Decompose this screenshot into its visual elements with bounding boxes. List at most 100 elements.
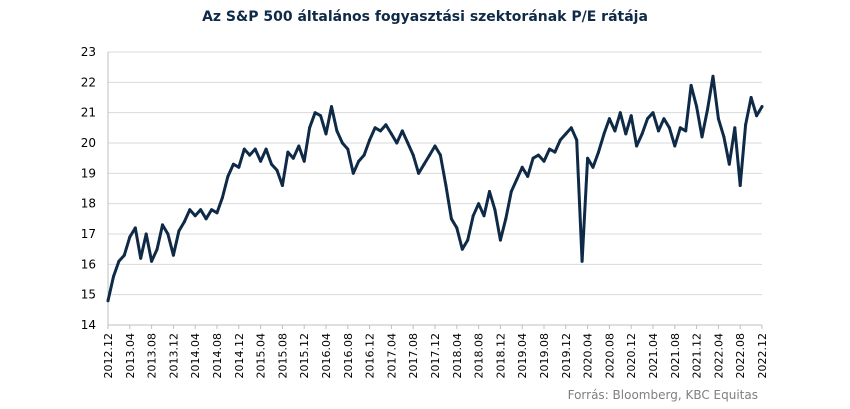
x-tick-label: 2020.12 <box>625 333 638 379</box>
data-point <box>716 117 720 121</box>
x-tick-label: 2022.04 <box>712 333 725 379</box>
x-tick-label: 2021.04 <box>647 333 660 379</box>
data-point <box>335 129 339 133</box>
data-point <box>428 153 432 157</box>
series-group <box>106 74 764 303</box>
data-point <box>657 129 660 133</box>
data-point <box>210 208 214 212</box>
data-point <box>738 184 742 187</box>
x-tick-label: 2020.04 <box>582 333 595 379</box>
data-point <box>526 174 530 178</box>
data-point <box>351 171 355 175</box>
x-tick-label: 2015.12 <box>298 333 311 379</box>
data-point <box>161 223 164 227</box>
data-point <box>438 153 442 157</box>
y-tick-label: 16 <box>81 257 96 271</box>
data-point <box>591 165 595 169</box>
data-point <box>711 74 715 78</box>
data-point <box>400 129 404 133</box>
data-point <box>106 299 110 303</box>
data-point <box>308 126 312 130</box>
data-point <box>215 211 219 215</box>
data-point <box>760 105 764 109</box>
data-point <box>319 114 323 118</box>
data-point <box>700 135 704 139</box>
data-point <box>112 275 115 278</box>
data-point <box>330 105 333 109</box>
data-point <box>586 156 590 160</box>
data-point <box>155 247 159 251</box>
data-point <box>204 217 208 221</box>
x-tick-label: 2019.08 <box>538 333 551 379</box>
data-point <box>498 238 502 242</box>
data-point <box>275 168 279 172</box>
data-point <box>144 232 148 236</box>
data-point <box>182 220 186 224</box>
data-point <box>199 208 203 212</box>
x-tick-label: 2022.12 <box>756 333 769 379</box>
data-point <box>166 232 170 236</box>
data-point <box>695 105 699 109</box>
data-point <box>433 144 437 148</box>
data-point <box>684 129 688 133</box>
x-tick-label: 2014.12 <box>233 333 246 379</box>
y-tick-label: 23 <box>81 45 96 59</box>
data-point <box>324 132 328 136</box>
y-tick-labels: 14 15 16 17 18 19 20 21 22 23 <box>81 45 96 332</box>
data-point <box>602 132 606 136</box>
data-point <box>286 150 290 154</box>
data-point <box>580 259 584 263</box>
data-point <box>297 144 301 148</box>
data-point <box>466 238 470 242</box>
data-point <box>270 162 273 166</box>
data-point <box>733 126 737 130</box>
data-point <box>477 202 481 206</box>
data-point <box>237 165 241 169</box>
y-tick-label: 17 <box>81 227 96 241</box>
data-point <box>706 108 709 112</box>
data-point <box>171 253 175 257</box>
data-point <box>253 147 257 151</box>
data-point <box>689 83 693 87</box>
data-point <box>133 226 137 230</box>
x-tick-label: 2021.08 <box>669 333 682 379</box>
data-point <box>597 150 600 154</box>
data-point <box>313 111 317 115</box>
data-point <box>460 247 464 251</box>
data-point <box>482 214 486 218</box>
data-point <box>509 190 513 193</box>
x-tick-label: 2018.08 <box>473 333 486 379</box>
data-point <box>188 208 192 212</box>
data-point <box>537 153 540 157</box>
data-point <box>722 135 726 139</box>
data-point <box>488 190 491 193</box>
data-point <box>531 156 535 160</box>
data-point <box>455 226 459 230</box>
x-tick-label: 2017.08 <box>407 333 420 379</box>
data-point <box>231 162 235 166</box>
data-point <box>548 147 551 151</box>
data-point <box>193 214 197 218</box>
x-tick-label: 2014.04 <box>189 333 202 379</box>
data-point <box>395 141 399 145</box>
axes <box>107 52 763 329</box>
data-point <box>542 159 546 163</box>
data-point <box>575 138 579 142</box>
data-point <box>177 229 181 233</box>
data-point <box>368 138 372 142</box>
x-tick-label: 2018.12 <box>494 333 507 379</box>
x-tick-label: 2017.04 <box>385 333 398 379</box>
x-tick-label: 2015.08 <box>276 333 289 379</box>
x-tick-label: 2016.04 <box>320 333 333 379</box>
x-tick-label: 2020.08 <box>603 333 616 379</box>
series-line-0 <box>106 74 764 303</box>
data-point <box>259 159 263 163</box>
x-tick-label: 2016.12 <box>364 333 377 379</box>
data-point <box>411 153 415 157</box>
data-point <box>139 256 143 260</box>
data-point <box>422 162 426 166</box>
y-tick-label: 22 <box>81 75 96 89</box>
data-point <box>613 129 617 133</box>
y-tick-label: 14 <box>81 318 96 332</box>
data-point <box>128 235 132 239</box>
